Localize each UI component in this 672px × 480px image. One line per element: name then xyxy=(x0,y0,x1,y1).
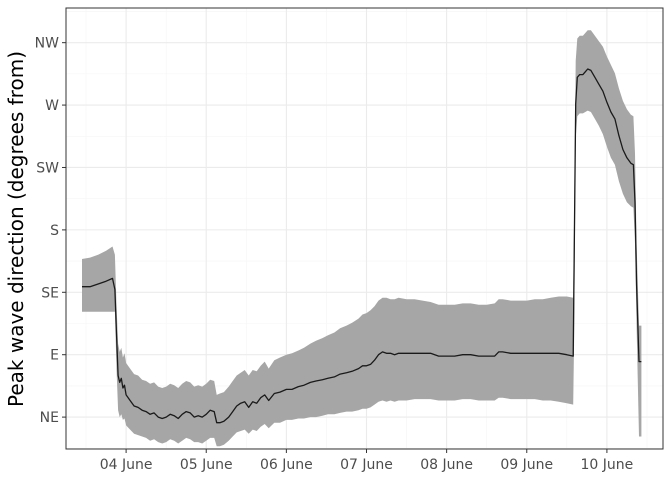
x-tick-label: 05 June xyxy=(180,457,233,473)
x-tick-label: 06 June xyxy=(260,457,313,473)
y-axis-title: Peak wave direction (degrees from) xyxy=(4,51,28,407)
series-line xyxy=(82,68,642,424)
y-tick-label: NW xyxy=(35,36,59,52)
y-tick-label: E xyxy=(50,348,59,364)
panel-border xyxy=(65,7,664,450)
x-tick-label: 09 June xyxy=(500,457,553,473)
x-tick-label: 07 June xyxy=(340,457,393,473)
x-tick-label: 04 June xyxy=(100,457,153,473)
x-axis: 04 June 05 June 06 June 07 June 08 June 09 Ju… xyxy=(100,449,634,473)
y-tick-label: NE xyxy=(40,410,59,426)
confidence-band xyxy=(82,30,642,447)
y-tick-label: W xyxy=(45,98,59,114)
y-tick-label: S xyxy=(50,223,59,239)
y-tick-label: SW xyxy=(36,160,59,176)
y-tick-label: SE xyxy=(41,285,59,301)
y-axis: NE E SE S SW W NW xyxy=(35,36,66,426)
x-tick-label: 08 June xyxy=(420,457,473,473)
x-tick-label: 10 June xyxy=(581,457,634,473)
